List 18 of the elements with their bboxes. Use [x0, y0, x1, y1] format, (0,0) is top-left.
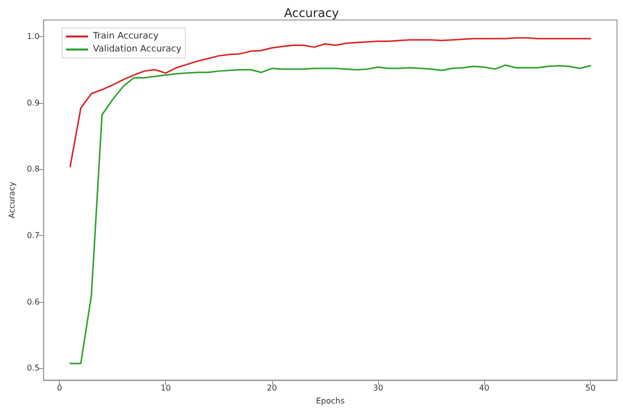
- x-tick-label: 10: [160, 384, 171, 393]
- y-tick-label: 0.7: [26, 231, 40, 240]
- x-tick-label: 0: [57, 384, 62, 393]
- y-tick-label: 0.5: [26, 364, 40, 373]
- x-tick-label: 30: [373, 384, 384, 393]
- x-axis-title: Epochs: [316, 396, 345, 406]
- x-tick-label: 20: [266, 384, 278, 393]
- y-axis-title: Accuracy: [8, 182, 16, 218]
- line-series: [69, 64, 592, 364]
- x-tick-label: 40: [479, 384, 490, 393]
- y-tick-label: 0.8: [26, 164, 40, 174]
- y-tick-label: 0.9: [26, 98, 40, 108]
- legend-label: Validation Accuracy: [93, 44, 182, 54]
- y-tick-label: 1.0: [26, 32, 40, 42]
- y-tick-label: 0.6: [26, 297, 40, 306]
- legend-label: Train Accuracy: [92, 32, 160, 42]
- x-tick-label: 50: [585, 384, 596, 393]
- chart-title: Accuracy: [284, 6, 339, 20]
